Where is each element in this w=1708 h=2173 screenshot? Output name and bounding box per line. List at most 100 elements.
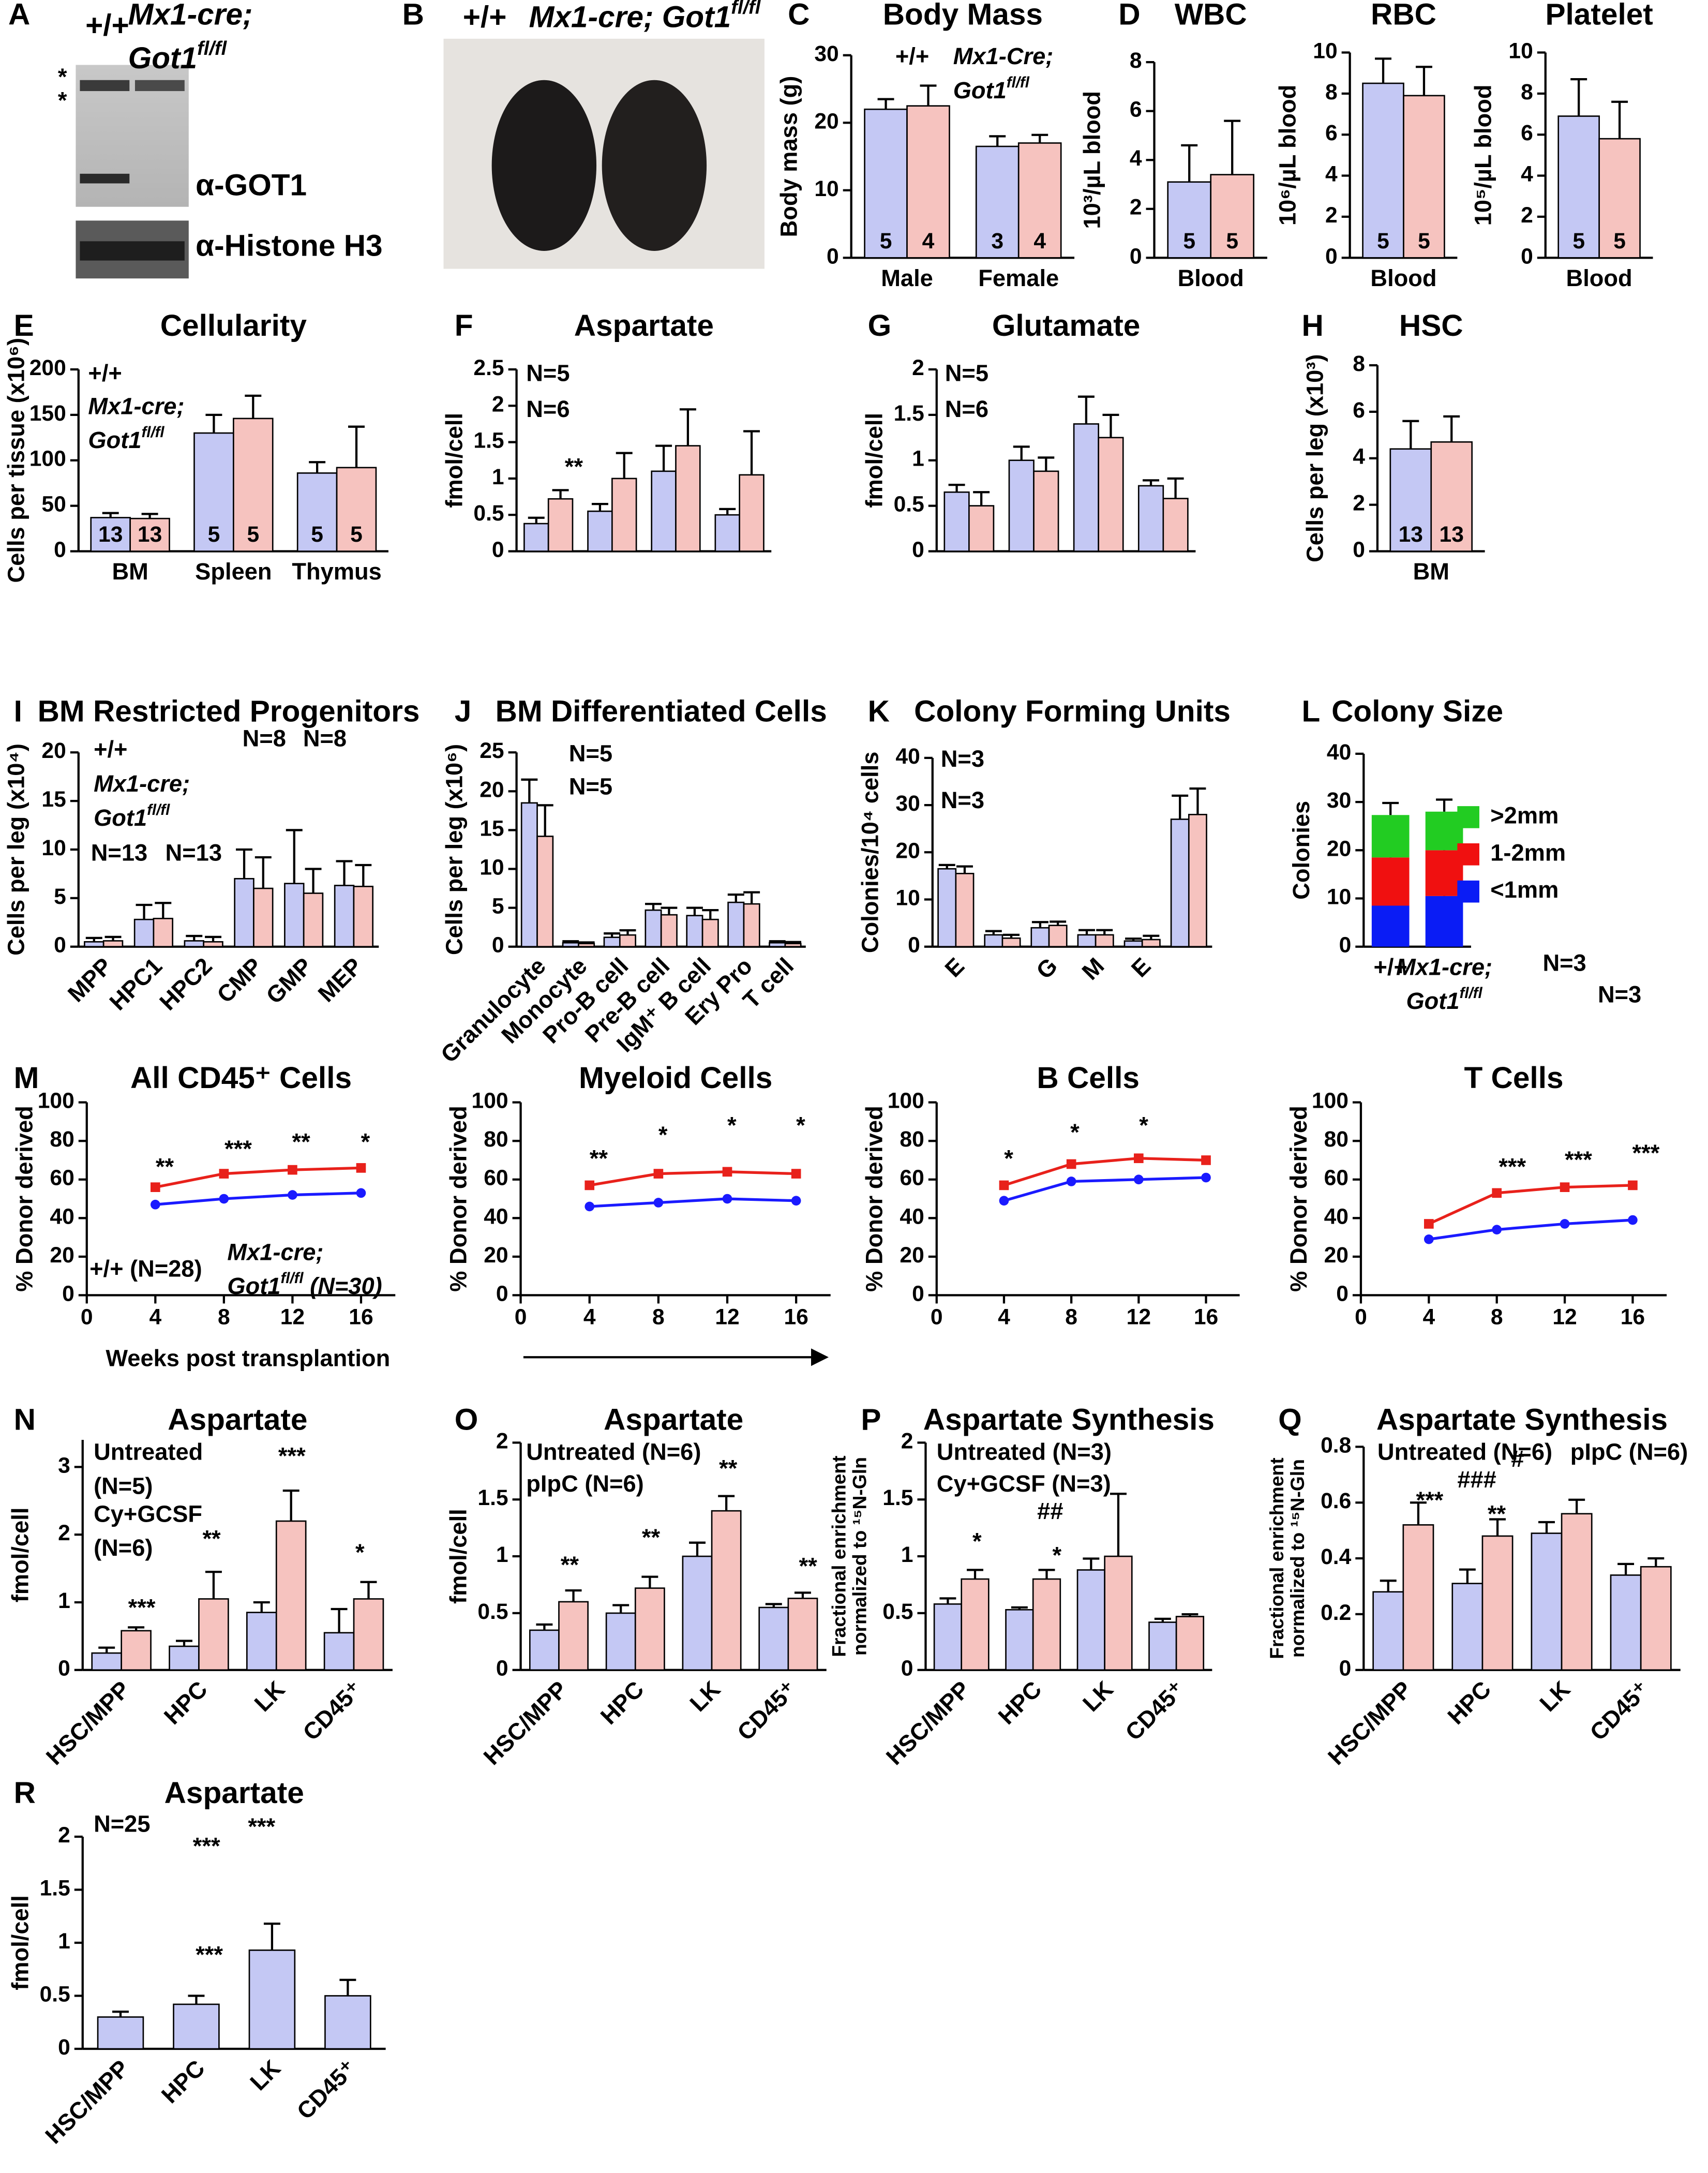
bar <box>645 909 662 948</box>
annotation: *** <box>1416 1487 1443 1513</box>
n-label: 5 <box>1377 229 1389 254</box>
legend-label: <1mm <box>1490 876 1559 903</box>
bar <box>1402 1524 1434 1671</box>
n-label: 5 <box>1572 229 1585 254</box>
y-tick-label: 0 <box>912 538 924 562</box>
x-tick-label: Female <box>978 265 1059 291</box>
y-axis-label: Body mass (g) <box>775 76 802 237</box>
y-tick-label: 200 <box>29 355 66 380</box>
annotation: * <box>972 1528 982 1555</box>
bar <box>198 1598 229 1671</box>
n-label: 4 <box>1033 229 1046 254</box>
bar <box>784 943 802 948</box>
y-tick-label: 25 <box>480 738 504 763</box>
annotation: ## <box>1037 1498 1063 1524</box>
x-tick-label: CMP <box>212 952 267 1008</box>
y-tick-label: 40 <box>1324 1204 1349 1229</box>
y-tick-label: 1.5 <box>473 428 504 453</box>
bar <box>619 934 636 948</box>
chart-title: Aspartate Synthesis <box>923 1403 1215 1437</box>
y-tick-label: 2 <box>1353 491 1365 516</box>
bar <box>284 883 305 948</box>
bar <box>739 474 765 552</box>
annotation: ** <box>292 1128 311 1155</box>
annotation: N=5 <box>526 360 570 386</box>
annotation: * <box>1139 1112 1148 1139</box>
x-tick-label: 8 <box>218 1305 230 1330</box>
x-tick-label: Blood <box>1370 265 1436 291</box>
chart-title: Body Mass <box>883 0 1043 32</box>
panel-letter: D <box>1118 0 1140 32</box>
legend-label: +/+ <box>94 736 127 763</box>
x-tick-label: 16 <box>1194 1305 1218 1330</box>
legend-label: >2mm <box>1490 802 1559 828</box>
genotype-label: Mx1-cre; Got1fl/fl <box>529 0 761 34</box>
bar <box>660 914 678 948</box>
n-label: 5 <box>1418 229 1430 254</box>
y-tick-label: 10 <box>895 886 920 911</box>
y-tick-label: 80 <box>50 1127 74 1152</box>
y-tick-label: 4 <box>1353 444 1365 469</box>
x-tick-label: 12 <box>715 1305 739 1330</box>
annotation: N=3 <box>1542 949 1586 976</box>
point <box>1066 1159 1076 1169</box>
x-tick-label: 4 <box>998 1305 1010 1330</box>
y-axis-label: normalized to ¹⁵N-Gln <box>1286 1459 1308 1658</box>
x-tick-label: Spleen <box>195 558 272 585</box>
y-tick-label: 4 <box>1130 146 1142 171</box>
panel-letter: P <box>861 1403 881 1437</box>
y-tick-label: 1 <box>912 446 924 471</box>
x-tick-label: 4 <box>583 1305 596 1330</box>
point <box>219 1169 229 1179</box>
bar <box>353 885 374 948</box>
x-tick-label: HSC/MPP <box>1323 1676 1417 1770</box>
bar <box>133 918 155 948</box>
point <box>791 1196 801 1206</box>
legend-label: Untreated (N=5) <box>94 1439 203 1499</box>
y-tick-label: 0 <box>912 1282 924 1306</box>
annotation: ** <box>156 1153 174 1180</box>
y-tick-label: 80 <box>900 1127 924 1152</box>
bar <box>1451 1583 1484 1671</box>
y-tick-label: 10 <box>814 176 838 201</box>
bar <box>711 1510 742 1671</box>
chart-title: BM Differentiated Cells <box>496 695 827 728</box>
n-label: 3 <box>991 229 1003 254</box>
panel-letter: B <box>402 0 424 32</box>
genotype-label: Mx1-cre; Got1fl/fl <box>128 0 253 76</box>
n-label: 5 <box>880 229 892 254</box>
x-tick-label: M <box>1077 952 1110 985</box>
chart-title: HSC <box>1399 309 1463 343</box>
point <box>150 1182 160 1192</box>
legend-label: Untreated (N=6) <box>526 1439 701 1465</box>
y-tick-label: 0 <box>496 1656 508 1681</box>
point <box>288 1165 297 1175</box>
point <box>1066 1177 1076 1186</box>
point <box>356 1163 366 1173</box>
point <box>653 1198 664 1208</box>
y-tick-label: 5 <box>54 884 66 909</box>
x-tick-label: 16 <box>784 1305 808 1330</box>
antibody-label: α-Histone H3 <box>196 229 382 263</box>
annotation: * <box>658 1122 668 1148</box>
x-tick-label: CD45⁺ <box>292 2055 362 2124</box>
bar <box>1162 498 1189 552</box>
blot-band <box>80 241 185 261</box>
annotation: * <box>361 1128 370 1155</box>
x-tick-label: CD45⁺ <box>1120 1676 1190 1746</box>
chart-title: Myeloid Cells <box>579 1061 772 1095</box>
y-tick-label: 0 <box>1339 1656 1352 1681</box>
y-tick-label: 3 <box>58 1453 70 1478</box>
panel-letter: O <box>455 1403 478 1437</box>
mouse <box>491 80 597 251</box>
annotation: * <box>796 1112 805 1139</box>
bar <box>714 514 740 552</box>
n-label: 5 <box>247 522 259 547</box>
bar <box>984 934 1003 948</box>
y-tick-label: 20 <box>1324 1243 1349 1268</box>
x-tick-label: 16 <box>1621 1305 1645 1330</box>
annotation: ** <box>590 1145 608 1171</box>
chart-title: T Cells <box>1464 1061 1563 1095</box>
y-axis-label: Cells per leg (x10⁶) <box>441 744 467 955</box>
y-tick-label: 15 <box>41 787 66 812</box>
